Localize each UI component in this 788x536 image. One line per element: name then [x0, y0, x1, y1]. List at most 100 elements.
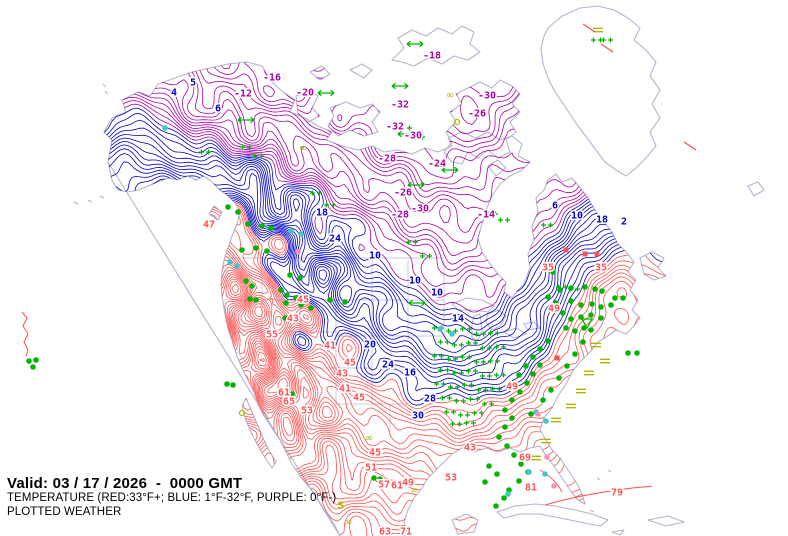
- green-snow-symbol: [466, 368, 478, 374]
- contour-label: 16: [404, 368, 416, 379]
- green-dot-symbol: [510, 381, 516, 387]
- green-dot-symbol: [540, 397, 546, 403]
- contour-label: 20: [364, 340, 376, 351]
- green-dot-symbol: [581, 325, 587, 331]
- contour-label: 10: [409, 276, 421, 287]
- green-dot-symbol: [502, 424, 508, 430]
- contour-label: 51: [365, 463, 377, 474]
- contour-label: 43: [336, 369, 348, 380]
- green-dot-symbol: [493, 503, 499, 509]
- green-snow-symbol: [199, 149, 211, 155]
- red-square-symbol: [563, 247, 569, 253]
- valid-time-text: Valid: 03 / 17 / 2026 - 0000 GMT: [7, 475, 243, 492]
- olive-infinity-symbol: ∞: [446, 90, 454, 101]
- green-dot-symbol: [264, 248, 270, 254]
- hawaii-isotherm-fragment: [21, 311, 29, 357]
- red-slash-symbol: [683, 141, 697, 151]
- cyan-dot-symbol: [526, 469, 532, 475]
- green-dot-symbol: [517, 389, 523, 395]
- green-snow-symbol: [488, 358, 500, 364]
- green-dot-symbol: [563, 325, 569, 331]
- green-dot-symbol: [289, 391, 295, 397]
- green-dot-symbol: [620, 295, 626, 301]
- contour-label: 71: [400, 527, 412, 536]
- green-dot-symbol: [509, 415, 515, 421]
- contour-label: -12: [234, 89, 252, 100]
- green-dot-symbol: [283, 300, 289, 306]
- contour-label: -30: [411, 204, 429, 215]
- contour-label: 30: [412, 411, 424, 422]
- pink-dot-symbol: [544, 454, 550, 460]
- green-dot-symbol: [377, 476, 383, 482]
- green-dot-symbol: [308, 305, 314, 311]
- green-snow-symbol: [240, 144, 252, 150]
- temperature-legend-text: TEMPERATURE (RED:33°F+; BLUE: 1°F-32°F, …: [7, 492, 337, 504]
- green-snow-symbol: [490, 386, 502, 392]
- green-dot-symbol: [582, 284, 588, 290]
- green-snow-symbol: [486, 211, 498, 217]
- green-snow-symbol: [494, 344, 506, 350]
- contour-label: 24: [329, 234, 341, 245]
- olive-barb-symbol: [551, 417, 561, 423]
- contour-label: 65: [283, 397, 295, 408]
- green-dot-symbol: [588, 327, 594, 333]
- contour-label: 61: [391, 481, 403, 492]
- olive-infinity-symbol: ∞: [344, 517, 352, 528]
- cyan-dot-symbol: [542, 471, 548, 477]
- green-snow-symbol: [446, 328, 458, 334]
- contour-label: 35: [595, 263, 607, 274]
- contour-label: -26: [468, 109, 486, 120]
- green-dot-symbol: [509, 397, 515, 403]
- green-snow-symbol: [482, 401, 494, 407]
- olive-infinity-symbol: ∞: [365, 433, 373, 444]
- gulf-contour-fragment: [539, 469, 563, 493]
- green-dot-symbol: [511, 452, 517, 458]
- green-snow-symbol: [556, 284, 568, 290]
- contour-label: 28: [424, 394, 436, 405]
- green-dot-symbol: [283, 390, 289, 396]
- cyan-dot-symbol: [449, 331, 455, 337]
- map-legend: Valid: 03 / 17 / 2026 - 0000 GMT TEMPERA…: [7, 475, 336, 519]
- green-snow-symbol: [438, 339, 450, 345]
- green-dot-symbol: [523, 363, 529, 369]
- plotted-weather-text: PLOTTED WEATHER: [7, 505, 122, 518]
- cyan-dot-symbol: [298, 231, 304, 237]
- cyan-dot-symbol: [234, 263, 240, 269]
- greenland-coastline: [540, 5, 661, 177]
- contour-label: 10: [369, 251, 381, 262]
- green-snow-symbol: [468, 396, 480, 402]
- green-dot-symbol: [516, 372, 522, 378]
- green-dot-symbol: [247, 296, 253, 302]
- red-square-symbol: [554, 355, 560, 361]
- green-snow-symbol: [466, 340, 478, 346]
- green-dot-symbol: [572, 351, 578, 357]
- green-arrow-symbol: [406, 40, 424, 48]
- contour-label: 53: [301, 406, 313, 417]
- green-snow-symbol: [450, 421, 462, 427]
- svg-text:∞: ∞: [365, 433, 373, 444]
- red-slash-symbol: [582, 23, 596, 33]
- green-dot-symbol: [560, 310, 566, 316]
- green-dot-symbol: [545, 294, 551, 300]
- cyan-dot-symbol: [543, 418, 549, 424]
- green-dot-symbol: [537, 362, 543, 368]
- green-dot-symbol: [235, 209, 241, 215]
- green-dot-symbol: [568, 298, 574, 304]
- contour-label: 47: [203, 220, 215, 231]
- green-dot-symbol: [282, 315, 288, 321]
- pink-dot-symbol: [295, 249, 301, 255]
- svg-text:∞: ∞: [446, 90, 454, 101]
- contour-label: 45: [353, 393, 365, 404]
- state-borders-layer: [224, 90, 445, 436]
- green-dot-symbol: [625, 350, 631, 356]
- contour-label: 45: [344, 358, 356, 369]
- red-slash-symbol: [600, 43, 614, 53]
- green-snow-symbol: [310, 190, 322, 196]
- green-dot-symbol: [501, 495, 507, 501]
- green-dot-symbol: [494, 471, 500, 477]
- olive-s-symbol: S: [337, 501, 344, 512]
- green-snow-symbol: [420, 253, 432, 259]
- green-dot-symbol: [482, 479, 488, 485]
